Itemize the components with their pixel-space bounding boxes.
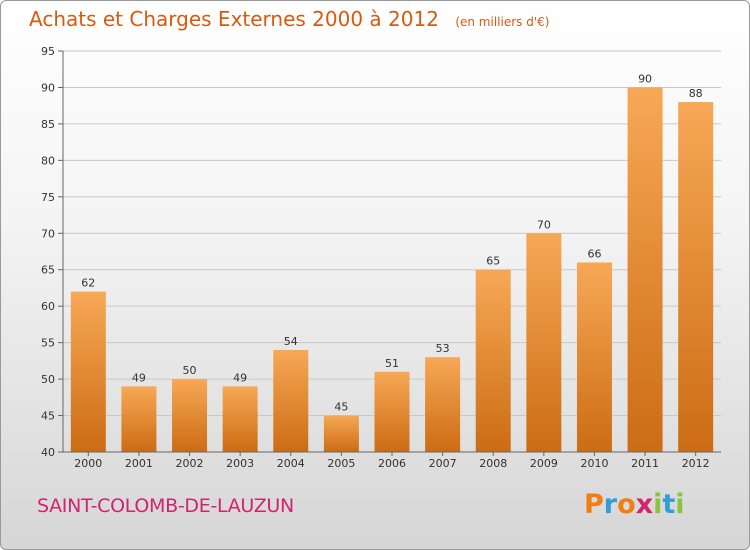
y-tick-label: 85: [41, 118, 55, 131]
commune-name: SAINT-COLOMB-DE-LAUZUN: [37, 495, 294, 517]
x-tick-label: 2001: [125, 457, 153, 470]
bar-value-label: 66: [587, 247, 601, 260]
bar: [475, 269, 511, 452]
bar: [323, 415, 359, 452]
bar-value-label: 51: [385, 357, 399, 370]
bar-value-label: 49: [233, 371, 247, 384]
logo-letter: t: [662, 489, 676, 520]
y-tick-label: 75: [41, 191, 55, 204]
bar: [627, 87, 663, 453]
x-tick-label: 2002: [176, 457, 204, 470]
bar-value-label: 90: [638, 72, 652, 85]
logo-letter: i: [653, 489, 663, 520]
chart-title: Achats et Charges Externes 2000 à 2012 (…: [29, 7, 549, 31]
y-tick-label: 50: [41, 373, 55, 386]
y-tick-label: 45: [41, 410, 55, 423]
x-tick-label: 2009: [530, 457, 558, 470]
chart-title-main: Achats et Charges Externes 2000 à 2012: [29, 7, 439, 31]
logo-letter: P: [584, 489, 604, 520]
y-tick-label: 60: [41, 300, 55, 313]
bar-value-label: 50: [183, 364, 197, 377]
x-tick-label: 2008: [479, 457, 507, 470]
bar-value-label: 65: [486, 255, 500, 268]
bars: 62 49 50 49 54 45 51 53 65 70 66 90 88: [70, 72, 714, 453]
bar-value-label: 54: [284, 335, 298, 348]
bar: [222, 386, 258, 452]
x-tick-label: 2005: [327, 457, 355, 470]
logo-letter: o: [617, 489, 636, 520]
x-tick-label: 2004: [277, 457, 305, 470]
logo-letter: i: [675, 489, 685, 520]
proxiti-logo: Proxiti: [584, 489, 685, 520]
bar: [172, 379, 208, 452]
bar-value-label: 62: [81, 277, 95, 290]
x-tick-label: 2006: [378, 457, 406, 470]
bar: [121, 386, 157, 452]
bar-value-label: 70: [537, 218, 551, 231]
bar: [374, 371, 410, 452]
y-tick-label: 95: [41, 45, 55, 58]
x-tick-label: 2012: [682, 457, 710, 470]
bar-value-label: 53: [436, 342, 450, 355]
bar: [70, 291, 106, 452]
logo-letter: x: [635, 489, 654, 520]
bar: [678, 102, 714, 452]
axes: 40 45 50 55 60 65 70 75 80 85 90 95 2000 2001 2002 2003…: [41, 45, 721, 470]
bar: [273, 349, 309, 452]
bar-value-label: 49: [132, 371, 146, 384]
y-tick-label: 40: [41, 446, 55, 459]
y-tick-label: 80: [41, 154, 55, 167]
bar: [576, 262, 612, 452]
x-tick-label: 2011: [631, 457, 659, 470]
y-tick-label: 55: [41, 337, 55, 350]
x-tick-label: 2007: [429, 457, 457, 470]
chart-title-unit: (en milliers d'€): [455, 15, 550, 29]
bar-value-label: 88: [689, 87, 703, 100]
x-tick-label: 2010: [580, 457, 608, 470]
y-tick-label: 90: [41, 81, 55, 94]
y-tick-label: 65: [41, 264, 55, 277]
bar: [526, 233, 562, 452]
x-tick-label: 2000: [74, 457, 102, 470]
x-tick-label: 2003: [226, 457, 254, 470]
logo-letter: r: [603, 489, 618, 520]
bar-value-label: 45: [334, 401, 348, 414]
bar: [425, 357, 461, 452]
y-tick-label: 70: [41, 227, 55, 240]
